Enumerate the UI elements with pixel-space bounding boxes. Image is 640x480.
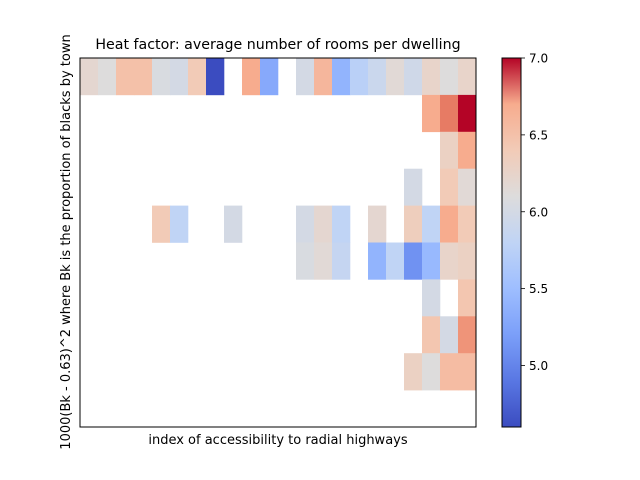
heatmap-cell — [440, 94, 459, 133]
heatmap-cell — [314, 58, 333, 96]
heatmap-cell — [152, 58, 171, 96]
heatmap-cell — [440, 168, 459, 206]
heatmap-cell — [458, 353, 477, 391]
heatmap-cell — [422, 94, 441, 133]
heatmap-cell — [314, 242, 333, 280]
y-axis-label: 1000(Bk - 0.63)^2 where Bk is the propor… — [59, 34, 74, 449]
heatmap-cell — [458, 242, 477, 280]
heatmap-cell — [170, 205, 189, 243]
heatmap-cell — [404, 205, 423, 243]
heatmap-cell — [458, 131, 477, 169]
heatmap-cell — [332, 205, 351, 243]
heatmap-cell — [116, 58, 135, 96]
heatmap-cell — [350, 58, 369, 96]
heatmap-cell — [98, 58, 117, 96]
heatmap-cell — [458, 58, 477, 96]
heatmap-cell — [458, 168, 477, 206]
colorbar-tick-label: 5.5 — [529, 282, 548, 296]
heatmap-cell — [404, 168, 423, 206]
heatmap-cell — [440, 205, 459, 243]
heatmap-cell — [386, 58, 405, 96]
heatmap-cell — [332, 242, 351, 280]
heatmap-cell — [440, 316, 459, 354]
heatmap-cell — [368, 242, 387, 280]
heatmap-cell — [368, 58, 387, 96]
heatmap-cells — [80, 58, 477, 391]
colorbar-tick-label: 5.0 — [529, 359, 548, 373]
colorbar-frame — [501, 57, 522, 428]
heatmap-cell — [458, 94, 477, 133]
plot-frame — [79, 57, 477, 428]
heatmap-cell — [440, 131, 459, 169]
heatmap-cell — [134, 58, 153, 96]
heatmap-cell — [440, 58, 459, 96]
colorbar-tick-label: 6.0 — [529, 205, 548, 219]
heatmap-cell — [386, 242, 405, 280]
colorbar-tick-label: 7.0 — [529, 52, 548, 66]
heatmap-cell — [422, 279, 441, 317]
heatmap-cell — [440, 242, 459, 280]
heatmap-cell — [458, 205, 477, 243]
colorbar-gradient — [502, 58, 521, 427]
heatmap-cell — [458, 316, 477, 354]
heatmap-cell — [422, 242, 441, 280]
chart-title: Heat factor: average number of rooms per… — [95, 37, 460, 53]
heatmap-cell — [440, 353, 459, 391]
heatmap-cell — [422, 353, 441, 391]
heatmap-cell — [422, 205, 441, 243]
heatmap-cell — [296, 58, 315, 96]
heatmap-cell — [206, 58, 225, 96]
heatmap-cell — [296, 205, 315, 243]
colorbar-ticks: 5.0 5.5 6.0 6.5 7.0 — [521, 52, 548, 373]
x-axis-label: index of accessibility to radial highway… — [148, 433, 407, 448]
heatmap-cell — [314, 205, 333, 243]
heatmap-cell — [404, 58, 423, 96]
heatmap-cell — [296, 242, 315, 280]
heatmap-cell — [404, 242, 423, 280]
heatmap-cell — [368, 205, 387, 243]
heatmap-cell — [332, 58, 351, 96]
colorbar: 5.0 5.5 6.0 6.5 7.0 — [501, 52, 548, 428]
heatmap-cell — [422, 58, 441, 96]
heatmap-cell — [152, 205, 171, 243]
heatmap-cell — [260, 58, 279, 96]
heatmap-cell — [242, 58, 261, 96]
heatmap-cell — [404, 353, 423, 391]
heatmap-cell — [458, 279, 477, 317]
heatmap-cell — [422, 316, 441, 354]
colorbar-tick-label: 6.5 — [529, 128, 548, 142]
heatmap-cell — [224, 205, 243, 243]
heatmap-cell — [170, 58, 189, 96]
heatmap-cell — [188, 58, 207, 96]
heatmap-cell — [80, 58, 99, 96]
